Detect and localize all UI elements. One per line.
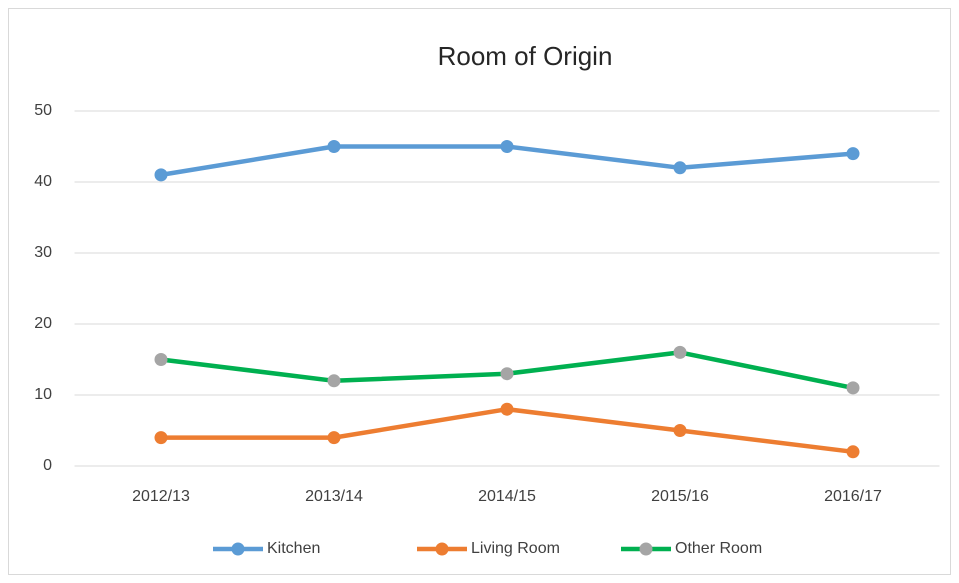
x-tick-label: 2013/14 bbox=[305, 488, 363, 505]
x-tick-label: 2016/17 bbox=[824, 488, 882, 505]
data-point bbox=[154, 431, 168, 445]
data-point bbox=[846, 381, 860, 395]
x-tick-label: 2012/13 bbox=[132, 488, 190, 505]
x-tick-label: 2014/15 bbox=[478, 488, 536, 505]
data-point bbox=[673, 424, 687, 437]
y-tick-label: 10 bbox=[34, 386, 52, 403]
data-point bbox=[327, 140, 341, 153]
legend-label: Other Room bbox=[675, 540, 762, 557]
legend-marker bbox=[435, 542, 449, 556]
legend-label: Kitchen bbox=[267, 540, 320, 557]
data-point bbox=[846, 445, 860, 459]
y-tick-label: 0 bbox=[43, 457, 52, 474]
x-tick-label: 2015/16 bbox=[651, 488, 709, 505]
data-point bbox=[500, 402, 514, 416]
y-tick-label: 40 bbox=[34, 173, 52, 190]
data-point bbox=[673, 161, 687, 175]
legend-marker bbox=[231, 542, 245, 556]
legend-label: Living Room bbox=[471, 540, 560, 557]
chart-border bbox=[8, 8, 951, 575]
y-tick-label: 50 bbox=[34, 102, 52, 119]
data-point bbox=[154, 353, 168, 366]
y-tick-label: 20 bbox=[34, 315, 52, 332]
legend-marker bbox=[639, 542, 653, 556]
data-point bbox=[500, 140, 514, 153]
data-point bbox=[673, 345, 687, 359]
data-point bbox=[500, 367, 514, 381]
data-point bbox=[154, 168, 168, 182]
chart-title: Room of Origin bbox=[438, 41, 613, 71]
data-point bbox=[327, 374, 341, 388]
data-point bbox=[846, 147, 860, 161]
y-tick-label: 30 bbox=[34, 244, 52, 261]
data-point bbox=[327, 431, 341, 445]
